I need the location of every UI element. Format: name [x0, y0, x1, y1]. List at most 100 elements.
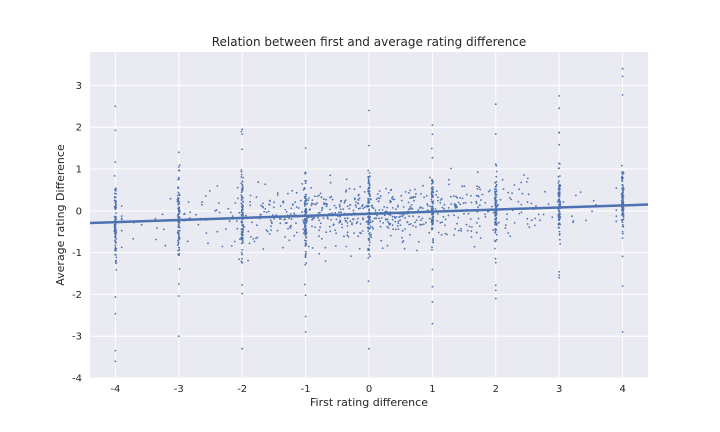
scatter-point: [354, 197, 356, 200]
scatter-point: [372, 207, 375, 210]
scatter-point: [304, 331, 307, 333]
scatter-point: [558, 95, 561, 97]
scatter-point: [525, 181, 528, 183]
scatter-point: [155, 238, 158, 241]
scatter-point: [114, 187, 117, 190]
scatter-point: [282, 200, 285, 203]
scatter-point: [431, 216, 434, 219]
scatter-point: [465, 193, 468, 196]
scatter-point: [114, 129, 117, 132]
scatter-point: [511, 192, 513, 195]
scatter-point: [322, 198, 325, 201]
scatter-point: [620, 219, 623, 222]
scatter-point: [178, 246, 180, 249]
scatter-point: [620, 192, 623, 195]
scatter-point: [218, 211, 221, 214]
scatter-point: [400, 199, 403, 202]
scatter-point: [621, 232, 624, 235]
scatter-point: [252, 238, 255, 240]
scatter-point: [622, 172, 625, 175]
scatter-point: [187, 201, 190, 203]
scatter-point: [303, 283, 306, 286]
scatter-point: [431, 202, 434, 205]
scatter-point: [439, 201, 442, 204]
scatter-point: [348, 187, 351, 190]
scatter-point: [177, 229, 180, 232]
scatter-point: [494, 247, 496, 250]
scatter-point: [346, 217, 349, 220]
scatter-point: [311, 199, 314, 202]
scatter-point: [115, 262, 118, 265]
scatter-point: [325, 202, 328, 205]
scatter-point: [120, 205, 123, 207]
scatter-point: [534, 224, 536, 227]
scatter-point: [386, 206, 388, 209]
scatter-point: [293, 212, 295, 215]
scatter-point: [178, 222, 181, 224]
scatter-point: [479, 188, 482, 191]
scatter-point: [408, 215, 411, 218]
scatter-point: [233, 240, 236, 243]
scatter-point: [494, 163, 497, 166]
scatter-point: [442, 215, 445, 218]
scatter-point: [355, 222, 358, 225]
scatter-point: [620, 209, 623, 212]
scatter-point: [240, 173, 243, 176]
scatter-point: [255, 196, 258, 199]
scatter-point: [367, 219, 369, 222]
scatter-point: [367, 192, 370, 195]
scatter-point: [329, 181, 332, 184]
scatter-point: [114, 196, 116, 199]
scatter-point: [622, 214, 625, 217]
scatter-point: [341, 223, 343, 226]
scatter-point: [431, 180, 434, 183]
scatter-point: [334, 245, 337, 247]
scatter-point: [437, 196, 439, 199]
scatter-point: [414, 188, 416, 191]
scatter-point: [494, 297, 497, 300]
scatter-point: [497, 221, 500, 224]
scatter-point: [558, 195, 561, 198]
scatter-point: [558, 191, 561, 194]
scatter-point: [268, 233, 271, 235]
scatter-point: [558, 131, 561, 134]
scatter-point: [496, 205, 499, 208]
scatter-point: [295, 206, 298, 208]
scatter-point: [349, 220, 352, 223]
scatter-point: [435, 190, 438, 193]
scatter-point: [558, 230, 561, 233]
scatter-point: [304, 182, 307, 185]
scatter-point: [304, 221, 307, 224]
scatter-point: [114, 235, 117, 238]
scatter-point: [265, 229, 268, 232]
chart-title: Relation between first and average ratin…: [212, 35, 527, 49]
scatter-point: [320, 196, 323, 199]
scatter-point: [357, 217, 359, 220]
scatter-point: [557, 215, 560, 218]
scatter-point: [521, 192, 524, 195]
scatter-point: [334, 229, 336, 232]
scatter-point: [368, 218, 371, 221]
scatter-point: [240, 210, 243, 212]
scatter-point: [375, 217, 378, 220]
scatter-point: [384, 218, 387, 221]
scatter-point: [178, 226, 181, 229]
scatter-point: [325, 231, 328, 234]
scatter-point: [559, 175, 561, 177]
scatter-point: [329, 196, 331, 199]
scatter-point: [621, 184, 624, 187]
scatter-point: [379, 225, 382, 228]
scatter-point: [369, 225, 372, 228]
scatter-point: [177, 213, 180, 215]
scatter-point: [430, 221, 433, 224]
scatter-point: [270, 229, 272, 232]
scatter-point: [251, 221, 253, 224]
scatter-point: [178, 229, 181, 232]
scatter-point: [621, 187, 623, 190]
scatter-point: [318, 252, 320, 255]
scatter-point: [343, 235, 345, 238]
scatter-point: [304, 171, 307, 174]
scatter-point: [507, 191, 510, 194]
scatter-point: [327, 218, 329, 220]
x-tick-label: -3: [174, 384, 184, 395]
